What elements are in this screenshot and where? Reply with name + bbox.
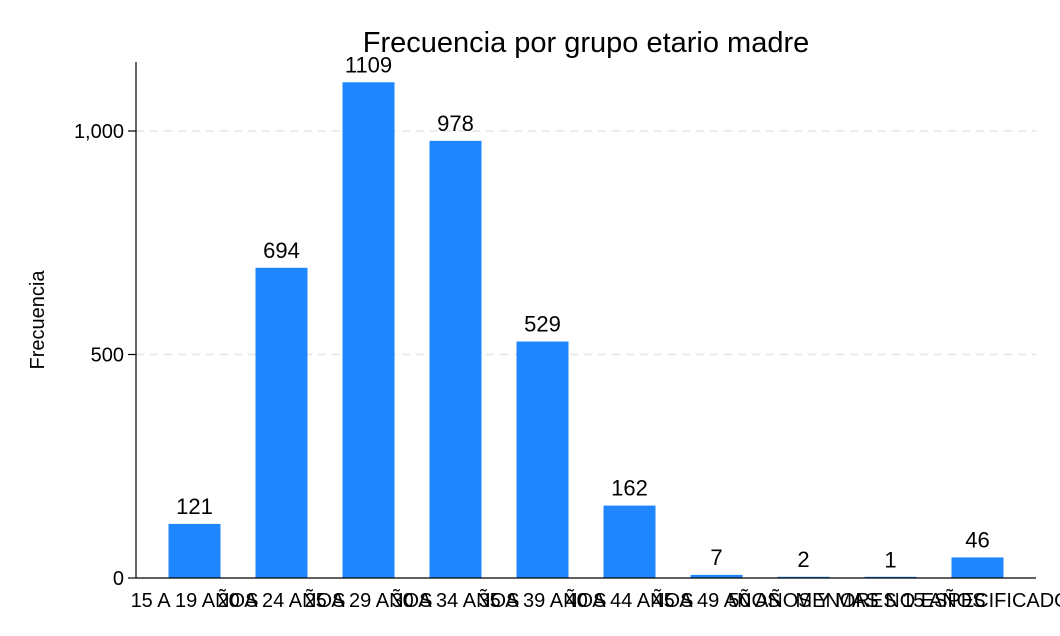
x-tick-label: NO ESPECIFICADO: [885, 590, 1060, 612]
x-tick-label: 20 A 24 AÑOS: [218, 588, 346, 612]
data-label: 694: [263, 238, 300, 263]
x-tick-label: MENORES 15 AÑOS: [795, 588, 985, 612]
x-tick-label: 50 AÑOS Y MAS: [728, 588, 878, 612]
data-label: 1109: [345, 52, 392, 77]
x-tick-label: 45 A 49 AÑOS: [653, 588, 781, 612]
data-label: 162: [611, 476, 648, 501]
data-labels: 121 694 1109 978 529 162 7 2 1 46: [176, 52, 990, 572]
bars: [168, 82, 1004, 579]
y-tick-label: 1,000: [74, 121, 124, 143]
x-tick-label: 25 A 29 AÑOS: [305, 588, 433, 612]
data-label: 46: [965, 527, 989, 552]
data-label: 1: [884, 548, 896, 573]
y-tick-label: 500: [91, 345, 124, 367]
chart-title: Frecuencia por grupo etario madre: [363, 27, 810, 59]
bar: [690, 574, 743, 578]
bar: [951, 557, 1004, 578]
x-tick-label: 30 A 34 AÑOS: [392, 588, 520, 612]
data-label: 121: [176, 494, 213, 519]
bar: [516, 341, 569, 578]
bar: [255, 267, 308, 578]
data-label: 529: [524, 312, 561, 337]
y-ticks: 0 500 1,000: [74, 121, 136, 590]
bar: [603, 505, 656, 578]
bar: [429, 140, 482, 579]
x-tick-label: 40 A 44 AÑOS: [566, 588, 694, 612]
x-tick-label: 15 A 19 AÑOS: [131, 588, 259, 612]
y-tick-label: 0: [113, 568, 124, 590]
bar: [168, 523, 221, 578]
data-label: 7: [710, 545, 722, 570]
x-tick-label: 35 A 39 AÑOS: [479, 588, 607, 612]
gridlines: [136, 130, 1036, 356]
y-axis-label: Frecuencia: [27, 270, 49, 370]
data-label: 978: [437, 111, 474, 136]
bar: [342, 82, 395, 578]
data-label: 2: [797, 547, 809, 572]
